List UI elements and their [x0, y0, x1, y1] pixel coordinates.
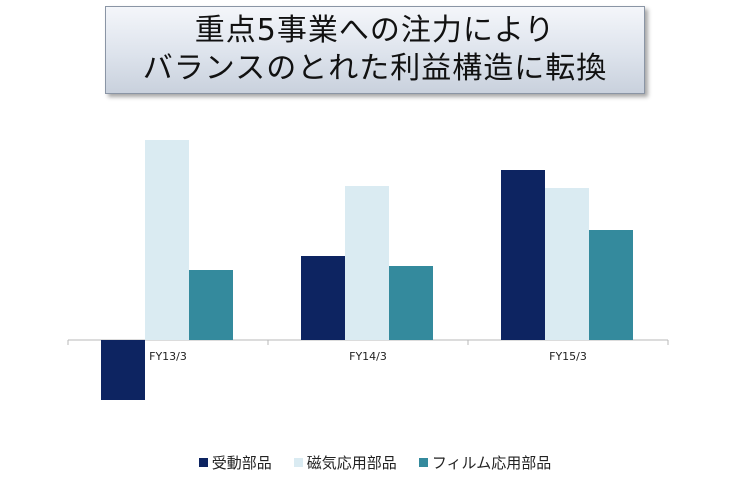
legend-swatch: [418, 458, 428, 467]
bar: [545, 188, 589, 340]
bar: [501, 170, 545, 340]
legend-swatch: [293, 458, 303, 467]
bar: [345, 186, 389, 340]
legend-label: フィルム応用部品: [431, 454, 552, 472]
legend-swatch: [198, 458, 208, 467]
legend-label: 受動部品: [211, 454, 272, 472]
legend-label: 磁気応用部品: [306, 454, 397, 472]
bar: [101, 340, 145, 400]
bar: [145, 140, 189, 340]
x-tick-label: FY14/3: [349, 350, 387, 363]
chart-title-line-1: 重点5事業への注力により: [194, 13, 556, 48]
bar: [589, 230, 633, 340]
legend: 受動部品 磁気応用部品 フィルム応用部品: [0, 452, 750, 473]
x-tick-label: FY15/3: [549, 350, 587, 363]
legend-item: 磁気応用部品: [293, 452, 397, 473]
bar: [389, 266, 433, 340]
legend-item: フィルム応用部品: [418, 452, 552, 473]
x-tick-label: FY13/3: [149, 350, 187, 363]
legend-item: 受動部品: [198, 452, 272, 473]
chart-title-box: 重点5事業への注力により バランスのとれた利益構造に転換: [105, 6, 645, 94]
bar: [301, 256, 345, 340]
bar: [189, 270, 233, 340]
chart-title-line-2: バランスのとれた利益構造に転換: [142, 51, 608, 86]
